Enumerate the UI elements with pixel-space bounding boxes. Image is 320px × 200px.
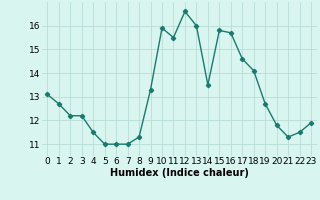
X-axis label: Humidex (Indice chaleur): Humidex (Indice chaleur) <box>110 168 249 178</box>
